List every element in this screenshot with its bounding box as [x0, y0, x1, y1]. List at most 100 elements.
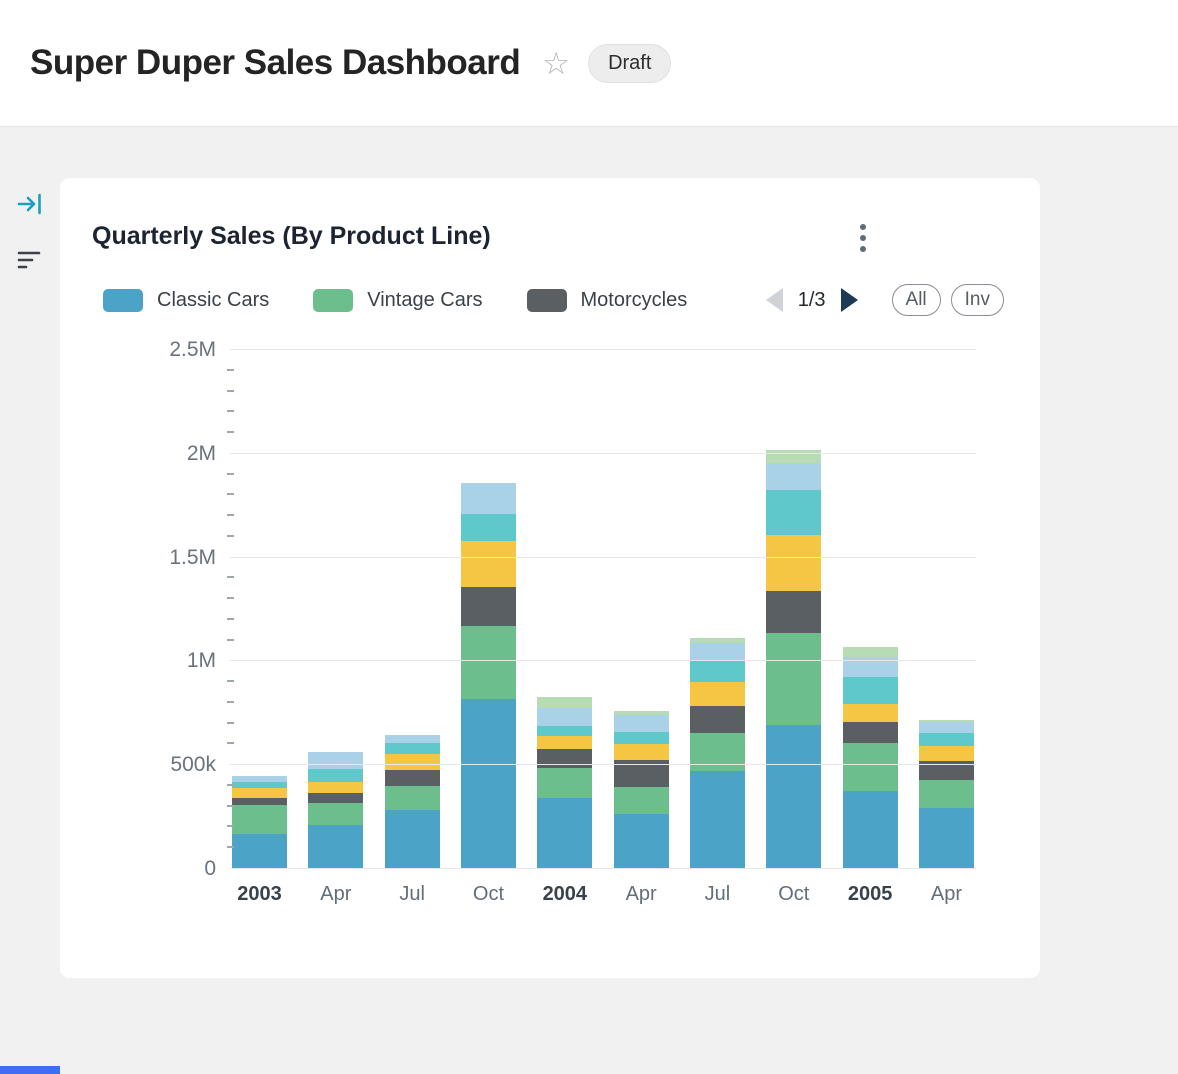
collapse-panel-icon[interactable]	[16, 190, 44, 218]
bar-segment[interactable]	[460, 514, 516, 542]
stacked-bar[interactable]	[460, 350, 516, 869]
bar-segment[interactable]	[766, 490, 822, 535]
kebab-menu-icon[interactable]	[856, 220, 870, 256]
bar-segment[interactable]	[766, 534, 822, 591]
legend: Classic Cars Vintage Cars Motorcycles	[103, 288, 731, 312]
bar-segment[interactable]	[918, 807, 974, 869]
bar-segment[interactable]	[766, 590, 822, 634]
stacked-bar[interactable]	[918, 350, 974, 869]
bar-segment[interactable]	[232, 788, 287, 799]
bar-segment[interactable]	[613, 787, 669, 814]
bar-segment[interactable]	[766, 724, 822, 869]
x-axis-tick-label: 2005	[847, 883, 893, 905]
bar-segment[interactable]	[918, 761, 974, 780]
bar-segment[interactable]	[842, 721, 898, 744]
bar-segment[interactable]	[689, 642, 745, 662]
bar-segment[interactable]	[232, 804, 287, 834]
bar-segment[interactable]	[842, 703, 898, 722]
star-icon[interactable]: ☆	[542, 45, 571, 81]
y-axis-minor-tick	[227, 825, 234, 828]
bar-segment[interactable]	[842, 743, 898, 792]
pager-prev-icon[interactable]	[765, 288, 783, 312]
stacked-bar[interactable]	[384, 350, 440, 869]
bar-segment[interactable]	[689, 637, 745, 643]
bar-segment[interactable]	[689, 661, 745, 683]
filter-icon[interactable]	[16, 246, 44, 274]
bar-segment[interactable]	[842, 791, 898, 869]
bar-segment[interactable]	[460, 482, 516, 515]
bar-segment[interactable]	[918, 745, 974, 762]
bar-segment[interactable]	[689, 706, 745, 734]
bar-segment[interactable]	[613, 732, 669, 745]
bar-segment[interactable]	[384, 743, 440, 754]
bar-segment[interactable]	[918, 779, 974, 808]
bar-segment[interactable]	[842, 657, 898, 677]
bar-segment[interactable]	[689, 771, 745, 869]
y-axis-tick-label: 0	[204, 857, 216, 880]
stacked-bar[interactable]	[308, 350, 364, 869]
x-axis-tick-label: Apr	[320, 883, 352, 905]
bar-segment[interactable]	[766, 449, 822, 464]
stacked-bar[interactable]	[842, 350, 898, 869]
bar-segment[interactable]	[384, 735, 440, 744]
bar-segment[interactable]	[613, 715, 669, 733]
bar-segment[interactable]	[918, 719, 974, 722]
stacked-bar[interactable]	[232, 350, 287, 869]
bar-segment[interactable]	[537, 696, 593, 709]
bar-segment[interactable]	[537, 748, 593, 769]
bar-segment[interactable]	[766, 633, 822, 725]
bar-segment[interactable]	[842, 646, 898, 658]
bar-segment[interactable]	[766, 463, 822, 491]
bar-segment[interactable]	[460, 586, 516, 627]
bar-segment[interactable]	[537, 768, 593, 799]
bar-segment[interactable]	[613, 711, 669, 716]
stacked-bar[interactable]	[689, 350, 745, 869]
arrow-to-bar-icon	[17, 193, 41, 215]
bar-segment[interactable]	[308, 781, 364, 794]
bar-segment[interactable]	[613, 744, 669, 761]
bar-segment[interactable]	[689, 733, 745, 772]
y-axis-minor-tick	[227, 493, 234, 496]
bar-segment[interactable]	[308, 802, 364, 826]
bar-segment[interactable]	[232, 775, 287, 782]
bar-segment[interactable]	[537, 798, 593, 869]
bar-segment[interactable]	[384, 753, 440, 771]
bar-segment[interactable]	[384, 785, 440, 810]
legend-item[interactable]: Motorcycles	[526, 288, 687, 312]
stacked-bar[interactable]	[766, 350, 822, 869]
bar-segment[interactable]	[384, 809, 440, 869]
legend-item[interactable]: Vintage Cars	[313, 288, 483, 312]
page-header: Super Duper Sales Dashboard ☆ Draft	[0, 0, 1178, 127]
y-axis-tick-label: 500k	[170, 753, 216, 777]
bar-segment[interactable]	[537, 736, 593, 749]
bars-layer	[230, 350, 976, 869]
y-axis-minor-tick	[227, 742, 234, 745]
bar-segment[interactable]	[460, 626, 516, 699]
bar-segment[interactable]	[232, 781, 287, 789]
bar-segment[interactable]	[460, 541, 516, 587]
bar-segment[interactable]	[918, 733, 974, 746]
pager-next-icon[interactable]	[840, 288, 858, 312]
bar-segment[interactable]	[232, 798, 287, 805]
bar-segment[interactable]	[308, 793, 364, 803]
bar-segment[interactable]	[308, 769, 364, 782]
stacked-bar[interactable]	[613, 350, 669, 869]
filter-inv-button[interactable]: Inv	[950, 284, 1004, 316]
bar-segment[interactable]	[308, 825, 364, 869]
bar-segment[interactable]	[613, 814, 669, 869]
legend-item[interactable]: Classic Cars	[103, 288, 269, 312]
x-axis-tick-label: Apr	[625, 883, 657, 905]
bar-segment[interactable]	[537, 725, 593, 737]
bar-segment[interactable]	[689, 682, 745, 707]
bar-segment[interactable]	[918, 721, 974, 734]
stacked-bar[interactable]	[537, 350, 593, 869]
bar-segment[interactable]	[384, 770, 440, 786]
bar-segment[interactable]	[308, 751, 364, 770]
bar-segment[interactable]	[537, 708, 593, 726]
y-axis-tick-label: 1M	[186, 649, 216, 673]
y-axis-minor-tick	[227, 368, 234, 371]
bar-segment[interactable]	[460, 698, 516, 869]
bar-segment[interactable]	[842, 677, 898, 704]
bar-segment[interactable]	[232, 833, 287, 869]
filter-all-button[interactable]: All	[891, 284, 941, 316]
